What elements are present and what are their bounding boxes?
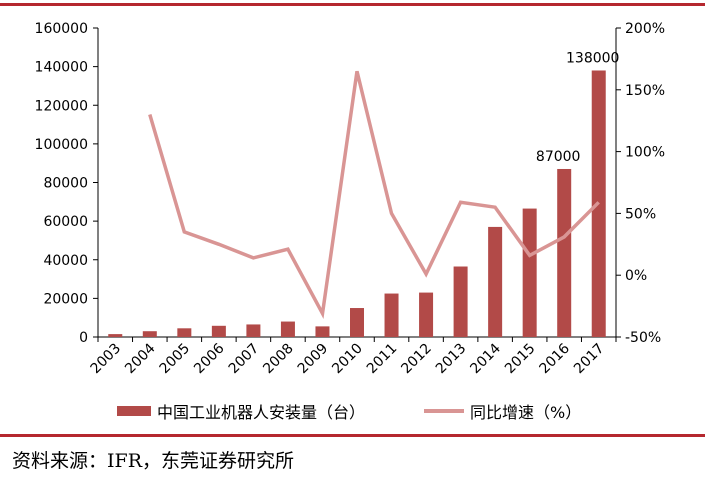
legend-bar-label: 中国工业机器人安装量（台） bbox=[157, 403, 366, 422]
bar-2014 bbox=[488, 226, 503, 337]
bar-series bbox=[108, 70, 606, 338]
x-tick-label: 2014 bbox=[467, 340, 504, 377]
chart: 2003200420052006200720082009201020112012… bbox=[35, 21, 665, 377]
x-tick-label: 2010 bbox=[329, 341, 366, 378]
legend-bar-swatch bbox=[117, 406, 151, 416]
bottom-rule bbox=[0, 434, 705, 437]
legend-line-label: 同比增速（%） bbox=[470, 403, 582, 422]
x-tick-label: 2009 bbox=[295, 341, 332, 378]
right-tick-label: 50% bbox=[625, 206, 656, 222]
right-tick-label: 200% bbox=[625, 21, 665, 37]
left-tick-label: 0 bbox=[79, 330, 88, 346]
x-tick-label: 2013 bbox=[433, 341, 470, 378]
bar-2011 bbox=[384, 293, 399, 337]
line-series bbox=[148, 70, 600, 320]
x-tick-label: 2017 bbox=[571, 341, 608, 378]
bar-2005 bbox=[177, 328, 192, 337]
legend-line: 同比增速（%） bbox=[424, 399, 581, 423]
growth-line bbox=[148, 70, 600, 320]
bar-2008 bbox=[280, 321, 295, 337]
bar-2004 bbox=[142, 331, 157, 337]
bar-2015 bbox=[522, 208, 537, 337]
data-label-2016: 87000 bbox=[536, 149, 581, 165]
right-tick-labels: -50% 0% 50% 100% 150% 200% bbox=[625, 21, 665, 346]
x-tick-label: 2012 bbox=[398, 341, 435, 378]
x-tick-label: 2006 bbox=[191, 340, 228, 377]
bar-2013 bbox=[453, 266, 468, 337]
right-tick-label: 0% bbox=[625, 268, 647, 284]
left-tick-label: 40000 bbox=[43, 253, 88, 269]
bar-2016 bbox=[557, 168, 572, 337]
left-tick-labels: 0 20000 40000 60000 80000 100000 120000 140000 1… bbox=[35, 21, 88, 346]
top-rule bbox=[0, 3, 705, 6]
bar-2007 bbox=[246, 324, 261, 337]
bar-2006 bbox=[211, 325, 226, 337]
x-tick-label: 2016 bbox=[537, 340, 574, 377]
x-tick-label: 2007 bbox=[226, 341, 263, 378]
x-tick-label: 2004 bbox=[122, 340, 159, 377]
right-tick-label: -50% bbox=[625, 330, 661, 346]
left-tick-label: 60000 bbox=[43, 214, 88, 230]
left-tick-label: 160000 bbox=[35, 21, 88, 37]
source-note: 资料来源：IFR，东莞证券研究所 bbox=[12, 450, 294, 472]
legend-bar: 中国工业机器人安装量（台） bbox=[117, 399, 365, 423]
bar-2012 bbox=[419, 292, 434, 337]
left-tick-label: 120000 bbox=[35, 98, 88, 114]
x-tick-label: 2015 bbox=[502, 341, 539, 378]
x-tick-labels: 2003200420052006200720082009201020112012… bbox=[88, 340, 608, 377]
left-tick-label: 100000 bbox=[35, 137, 88, 153]
x-tick-label: 2008 bbox=[260, 341, 297, 378]
right-tick-label: 150% bbox=[625, 83, 665, 99]
bar-2009 bbox=[315, 326, 330, 337]
right-tick-label: 100% bbox=[625, 145, 665, 161]
left-tick-label: 80000 bbox=[43, 176, 88, 192]
left-tick-label: 20000 bbox=[43, 291, 88, 307]
x-tick-label: 2003 bbox=[88, 341, 125, 378]
left-tick-label: 140000 bbox=[35, 60, 88, 76]
bar-2003 bbox=[108, 334, 123, 337]
data-label-2017: 138000 bbox=[566, 50, 619, 66]
x-tick-label: 2011 bbox=[364, 341, 401, 378]
data-labels: 87000 138000 bbox=[536, 50, 620, 164]
legend-line-swatch bbox=[424, 409, 464, 413]
x-tick-label: 2005 bbox=[157, 341, 194, 378]
bar-2010 bbox=[350, 308, 364, 337]
